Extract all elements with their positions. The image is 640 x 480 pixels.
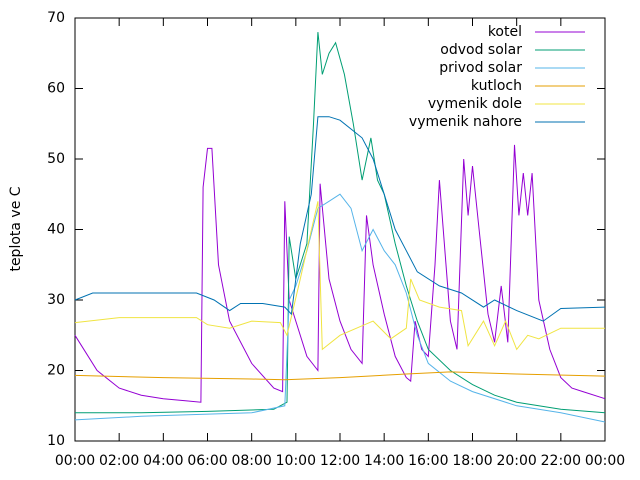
- x-tick-label: 16:00: [408, 453, 448, 469]
- series-line: [74, 193, 606, 423]
- series-line: [74, 144, 606, 403]
- x-tick-label: 18:00: [452, 453, 492, 469]
- y-tick-label: 60: [47, 81, 65, 97]
- legend-label: vymenik dole: [428, 96, 522, 112]
- x-tick-label: 06:00: [187, 453, 227, 469]
- x-tick-label: 08:00: [231, 453, 271, 469]
- x-tick-label: 10:00: [276, 453, 316, 469]
- legend-label: kutloch: [471, 78, 522, 94]
- y-tick-label: 50: [47, 151, 65, 167]
- series-line: [74, 116, 606, 322]
- legend-label: odvod solar: [440, 42, 522, 58]
- legend-label: vymenik nahore: [409, 114, 522, 130]
- series-line: [74, 201, 605, 351]
- x-tick-label: 02:00: [99, 453, 139, 469]
- x-tick-label: 22:00: [541, 453, 581, 469]
- y-tick-label: 70: [47, 10, 65, 26]
- y-tick-label: 10: [47, 433, 65, 449]
- x-tick-label: 12:00: [320, 453, 360, 469]
- series-line: [75, 32, 606, 414]
- x-tick-label: 00:00: [55, 453, 95, 469]
- y-tick-label: 30: [47, 292, 65, 308]
- x-tick-label: 00:00: [585, 453, 625, 469]
- x-tick-label: 04:00: [143, 453, 183, 469]
- y-tick-label: 40: [47, 222, 65, 238]
- x-tick-label: 20:00: [496, 453, 536, 469]
- series-line: [74, 371, 606, 381]
- x-tick-label: 14:00: [364, 453, 404, 469]
- y-axis-label: teplota ve C: [8, 186, 24, 271]
- legend-label: privod solar: [439, 60, 522, 76]
- plot-border: [74, 17, 606, 442]
- legend-label: kotel: [488, 24, 522, 40]
- y-tick-label: 20: [47, 363, 65, 379]
